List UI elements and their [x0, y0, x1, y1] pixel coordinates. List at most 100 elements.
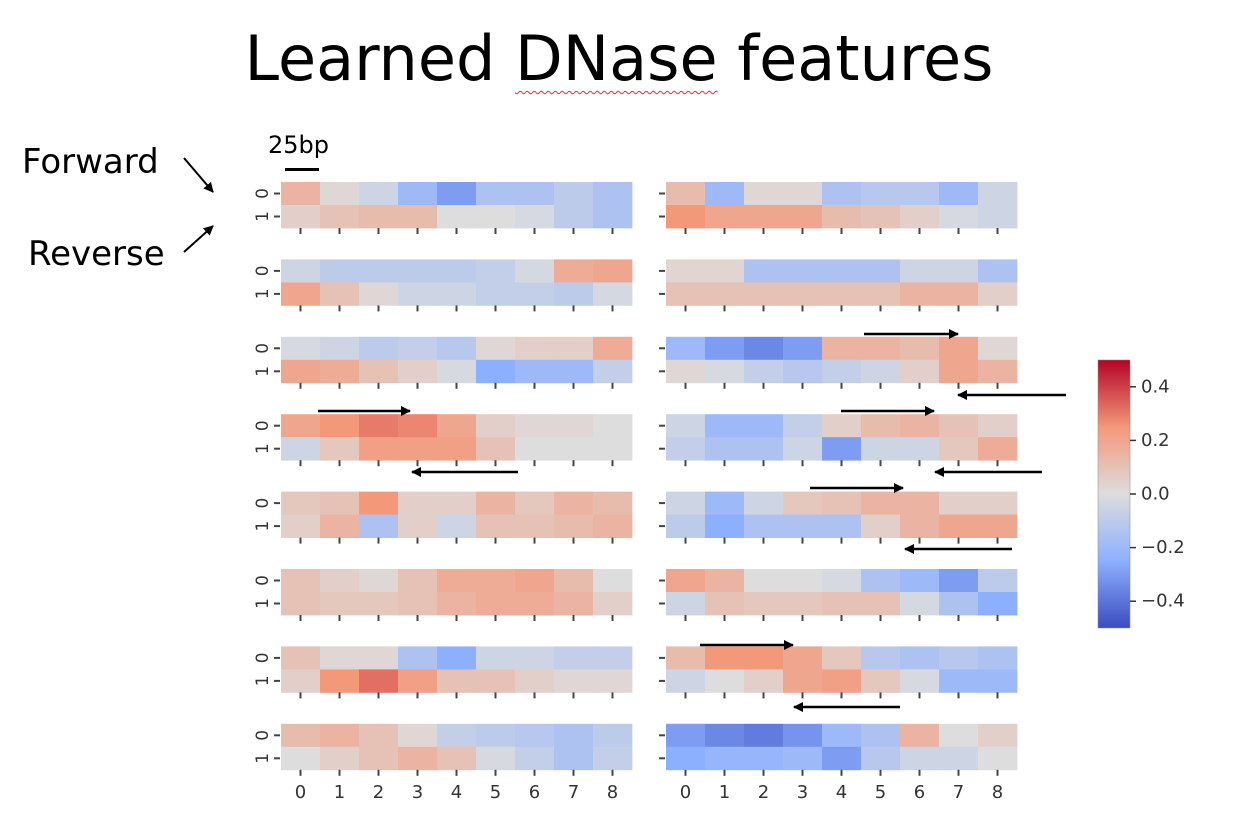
heatmap-cell — [939, 282, 979, 306]
heatmap-cell — [320, 359, 360, 384]
heatmap-cell — [437, 414, 477, 438]
heatmap-cell — [515, 414, 555, 438]
heatmap-cell — [359, 282, 399, 306]
heatmap-cell — [822, 723, 862, 748]
heatmap-cell — [822, 282, 862, 306]
x-tick-label: 5 — [490, 782, 501, 803]
heatmap-cell — [554, 646, 594, 670]
heatmap-cell — [437, 437, 477, 461]
scale-bar-label: 25bp — [268, 131, 330, 159]
heatmap-cell — [666, 646, 706, 670]
heatmap-cell — [593, 569, 633, 593]
x-tick-label: 3 — [797, 782, 808, 803]
heatmap-cell — [900, 746, 940, 771]
heatmap-cell — [861, 592, 901, 616]
heatmap-cell — [554, 491, 594, 515]
heatmap-cell — [666, 336, 706, 361]
heatmap-cell — [593, 646, 633, 670]
x-tick-label: 1 — [719, 782, 730, 803]
heatmap-cell — [744, 259, 784, 283]
heatmap-cell — [281, 746, 321, 771]
heatmap-cell — [398, 646, 438, 670]
y-tick-label: 1 — [253, 443, 273, 454]
heatmap-cell — [939, 514, 979, 538]
heatmap-cell — [939, 592, 979, 616]
heatmap-cell — [666, 205, 706, 229]
heatmap-cell — [281, 359, 321, 384]
heatmap-panel: 01 — [253, 414, 633, 467]
heatmap-cell — [744, 669, 784, 693]
y-tick-label: 1 — [253, 366, 273, 377]
heatmap-cell — [939, 336, 979, 361]
heatmap-cell — [978, 437, 1018, 461]
heatmap-cell — [900, 723, 940, 748]
heatmap-cell — [861, 259, 901, 283]
heatmap-cell — [861, 336, 901, 361]
colorbar — [1097, 359, 1131, 629]
heatmap-cell — [437, 592, 477, 616]
heatmap-cell — [359, 259, 399, 283]
heatmap-cell — [861, 514, 901, 538]
heatmap-cell — [515, 569, 555, 593]
heatmap-cell — [744, 182, 784, 206]
heatmap-cell — [744, 414, 784, 438]
heatmap-cell — [861, 414, 901, 438]
y-tick-label: 0 — [253, 343, 273, 354]
heatmap-cell — [861, 569, 901, 593]
heatmap-cell — [666, 282, 706, 306]
heatmap-cell — [593, 336, 633, 361]
heatmap-panel: 01 — [253, 491, 633, 544]
heatmap-cell — [515, 359, 555, 384]
heatmap-cell — [900, 282, 940, 306]
heatmap-cell — [476, 646, 516, 670]
heatmap-cell — [783, 514, 823, 538]
heatmap-cell — [861, 205, 901, 229]
heatmap-cell — [705, 491, 745, 515]
heatmap-cell — [939, 723, 979, 748]
heatmap-cell — [359, 746, 399, 771]
heatmap-cell — [939, 182, 979, 206]
heatmap-cell — [320, 592, 360, 616]
heatmap-cell — [398, 282, 438, 306]
heatmap-cell — [593, 282, 633, 306]
heatmap-cell — [476, 359, 516, 384]
heatmap-cell — [744, 723, 784, 748]
heatmap-cell — [939, 491, 979, 515]
colorbar-tick-label: 0.0 — [1141, 484, 1170, 505]
x-tick-label: 6 — [914, 782, 925, 803]
heatmap-cell — [861, 437, 901, 461]
heatmap-cell — [822, 491, 862, 515]
heatmap-panel — [659, 491, 1018, 544]
heatmap-cell — [476, 182, 516, 206]
heatmap-cell — [978, 592, 1018, 616]
heatmap-cell — [359, 723, 399, 748]
x-tick-label: 5 — [875, 782, 886, 803]
heatmap-cell — [666, 182, 706, 206]
heatmap-cell — [666, 592, 706, 616]
heatmap-cell — [359, 646, 399, 670]
heatmap-cell — [281, 414, 321, 438]
heatmap-cell — [705, 182, 745, 206]
heatmap-cell — [476, 746, 516, 771]
scale-bar — [285, 168, 319, 171]
heatmap-cell — [783, 723, 823, 748]
heatmap-cell — [939, 414, 979, 438]
heatmap-cell — [666, 491, 706, 515]
y-tick-label: 1 — [253, 288, 273, 299]
heatmap-cell — [744, 282, 784, 306]
heatmap-cell — [900, 359, 940, 384]
heatmap-cell — [900, 569, 940, 593]
title-prefix: Learned — [244, 22, 516, 95]
heatmap-cell — [398, 746, 438, 771]
heatmap-cell — [705, 359, 745, 384]
heatmap-cell — [666, 669, 706, 693]
heatmap-panel — [659, 259, 1018, 312]
reverse-label: Reverse — [28, 234, 165, 274]
heatmap-cell — [900, 592, 940, 616]
heatmap-cell — [398, 205, 438, 229]
heatmap-cell — [359, 182, 399, 206]
heatmap-cell — [783, 646, 823, 670]
heatmap-cell — [554, 514, 594, 538]
heatmap-cell — [822, 414, 862, 438]
